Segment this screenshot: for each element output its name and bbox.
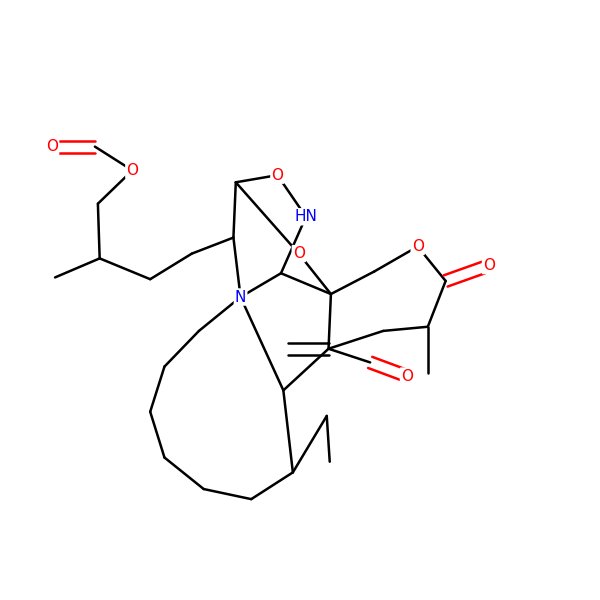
Text: O: O [271,167,283,182]
Text: O: O [46,139,58,154]
Text: O: O [293,246,305,261]
Text: N: N [235,290,246,305]
Text: O: O [401,368,413,383]
Text: O: O [412,239,424,254]
Text: O: O [127,163,139,178]
Text: O: O [483,258,495,273]
Text: HN: HN [295,209,317,224]
